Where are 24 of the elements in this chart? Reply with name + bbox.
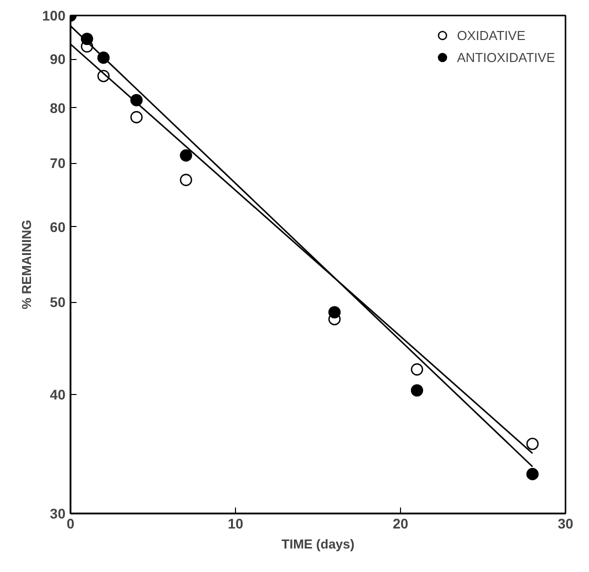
x-tick-label: 10 xyxy=(228,516,244,532)
point xyxy=(410,363,424,376)
y-tick-label: 90 xyxy=(50,51,66,68)
y-tick-label: 50 xyxy=(50,294,66,310)
legend-label: OXIDATIVE xyxy=(457,28,526,42)
y-tick-label: 100 xyxy=(42,8,66,24)
x-tick-label: 20 xyxy=(392,516,408,532)
y-tick-label: 40 xyxy=(50,386,66,403)
point xyxy=(526,438,539,450)
y-tick-label: 60 xyxy=(50,218,66,235)
point xyxy=(180,174,192,186)
x-tick-label: 30 xyxy=(558,516,574,532)
point xyxy=(328,306,341,318)
y-tick-label: 30 xyxy=(50,506,66,522)
point xyxy=(526,468,539,480)
y-tick-label: 70 xyxy=(50,155,66,172)
legend-label: ANTIOXIDATIVE xyxy=(457,50,555,64)
y-tick-label: 80 xyxy=(50,100,66,116)
point xyxy=(180,149,192,162)
x-tick-label: 0 xyxy=(66,516,75,532)
point xyxy=(130,111,143,124)
y-axis-title: % REMAINING xyxy=(19,220,34,310)
x-axis-title: TIME (days) xyxy=(282,536,354,552)
point xyxy=(410,384,424,397)
